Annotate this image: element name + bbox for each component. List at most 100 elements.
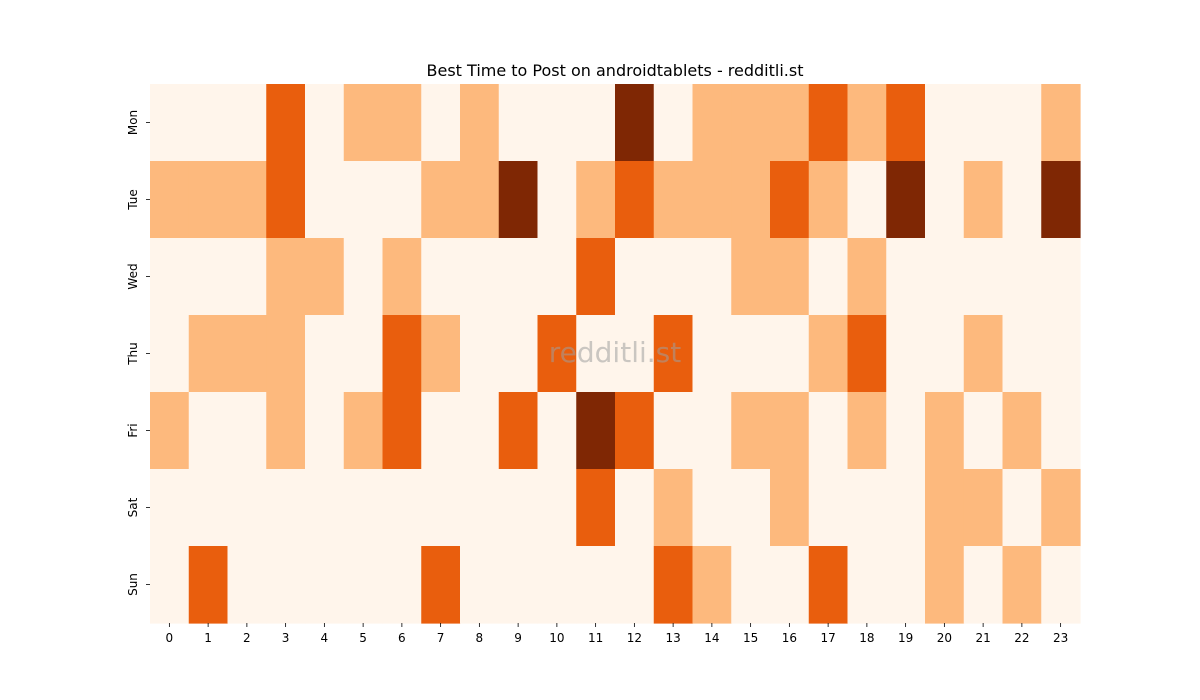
x-tick-label-4: 4: [321, 631, 329, 645]
x-tick-label-19: 19: [898, 631, 913, 645]
heatmap-cell-mon-6: [382, 84, 422, 162]
heatmap-cell-wed-18: [847, 238, 887, 316]
heatmap-cell-tue-20: [925, 161, 965, 239]
heatmap-cell-wed-1: [188, 238, 229, 316]
heatmap-cell-sat-19: [886, 469, 926, 547]
heatmap-cell-wed-4: [305, 238, 345, 316]
heatmap-cell-sat-21: [963, 469, 1004, 547]
heatmap-cell-thu-14: [692, 315, 732, 393]
heatmap-cell-tue-16: [770, 161, 810, 239]
heatmap-cell-tue-4: [305, 161, 345, 239]
heatmap-cell-sun-21: [963, 546, 1004, 624]
heatmap-cell-sat-13: [653, 469, 694, 547]
heatmap-cell-thu-3: [266, 315, 306, 393]
y-tick-label-fri: Fri: [126, 423, 140, 437]
heatmap-cell-fri-6: [382, 392, 422, 470]
heatmap-cell-fri-11: [576, 392, 616, 470]
heatmap-cell-sat-14: [692, 469, 732, 547]
heatmap-cell-sun-15: [731, 546, 771, 624]
heatmap-cell-tue-23: [1041, 161, 1081, 239]
heatmap-cell-sat-22: [1002, 469, 1042, 547]
heatmap-cell-fri-13: [653, 392, 694, 470]
heatmap-cell-wed-15: [731, 238, 771, 316]
heatmap-cell-mon-10: [537, 84, 577, 162]
heatmap-cell-sun-10: [537, 546, 577, 624]
heatmap-cell-mon-3: [266, 84, 306, 162]
heatmap-cell-thu-17: [808, 315, 849, 393]
heatmap-cell-sun-23: [1041, 546, 1081, 624]
heatmap-cell-sat-2: [227, 469, 267, 547]
heatmap-cell-sun-2: [227, 546, 267, 624]
x-tick-label-9: 9: [514, 631, 522, 645]
heatmap-cell-mon-12: [615, 84, 655, 162]
y-tick-label-sun: Sun: [126, 573, 140, 596]
y-tick-label-mon: Mon: [126, 110, 140, 135]
heatmap-cell-mon-13: [653, 84, 694, 162]
x-tick-label-1: 1: [204, 631, 212, 645]
heatmap-cell-wed-21: [963, 238, 1004, 316]
x-tick-label-13: 13: [665, 631, 680, 645]
heatmap-cell-tue-10: [537, 161, 577, 239]
heatmap-cell-wed-14: [692, 238, 732, 316]
x-tick-label-23: 23: [1053, 631, 1068, 645]
y-tick-label-tue: Tue: [126, 189, 140, 211]
heatmap-cell-thu-9: [498, 315, 539, 393]
heatmap-cell-wed-23: [1041, 238, 1081, 316]
x-tick-label-21: 21: [975, 631, 990, 645]
heatmap-cell-sat-17: [808, 469, 849, 547]
x-tick-label-10: 10: [549, 631, 564, 645]
heatmap-cell-fri-9: [498, 392, 539, 470]
heatmap-cell-fri-19: [886, 392, 926, 470]
heatmap-cell-fri-20: [925, 392, 965, 470]
heatmap-cell-sun-6: [382, 546, 422, 624]
heatmap-cell-wed-16: [770, 238, 810, 316]
heatmap-cell-sat-11: [576, 469, 616, 547]
chart-title: Best Time to Post on androidtablets - re…: [427, 61, 804, 80]
heatmap-cell-fri-7: [421, 392, 461, 470]
heatmap-cell-tue-22: [1002, 161, 1042, 239]
heatmap-cell-tue-15: [731, 161, 771, 239]
heatmap-cell-mon-14: [692, 84, 732, 162]
heatmap-cell-sat-3: [266, 469, 306, 547]
heatmap-cell-mon-5: [343, 84, 384, 162]
x-axis: 0 1 2 3 4 5 6 7 8 9 10 11 12 13 14 15 16 17 18 19 20 21 22 23: [166, 623, 1068, 645]
heatmap-cell-sun-18: [847, 546, 887, 624]
heatmap-cell-fri-15: [731, 392, 771, 470]
heatmap-cell-fri-12: [615, 392, 655, 470]
heatmap-cell-sun-14: [692, 546, 732, 624]
heatmap-cell-wed-9: [498, 238, 539, 316]
heatmap-cell-thu-22: [1002, 315, 1042, 393]
heatmap-cell-thu-5: [343, 315, 384, 393]
heatmap-cell-mon-7: [421, 84, 461, 162]
heatmap-cell-wed-11: [576, 238, 616, 316]
heatmap-cell-sun-16: [770, 546, 810, 624]
heatmap-cell-sat-18: [847, 469, 887, 547]
heatmap-cell-tue-18: [847, 161, 887, 239]
heatmap-cell-thu-13: [653, 315, 694, 393]
heatmap-cell-wed-22: [1002, 238, 1042, 316]
heatmap-cell-sun-1: [188, 546, 229, 624]
x-tick-label-17: 17: [820, 631, 835, 645]
heatmap-cell-thu-23: [1041, 315, 1081, 393]
heatmap-cell-tue-9: [498, 161, 539, 239]
heatmap-cell-fri-23: [1041, 392, 1081, 470]
x-tick-label-16: 16: [782, 631, 797, 645]
heatmap-cell-thu-21: [963, 315, 1004, 393]
heatmap-cell-sat-20: [925, 469, 965, 547]
x-tick-label-12: 12: [627, 631, 642, 645]
heatmap-cell-thu-19: [886, 315, 926, 393]
heatmap-cell-sat-1: [188, 469, 229, 547]
heatmap-cell-tue-14: [692, 161, 732, 239]
heatmap-cell-sun-4: [305, 546, 345, 624]
heatmap-cell-thu-11: [576, 315, 616, 393]
heatmap-cell-mon-4: [305, 84, 345, 162]
heatmap-cell-mon-2: [227, 84, 267, 162]
heatmap-cell-wed-19: [886, 238, 926, 316]
heatmap-cell-wed-7: [421, 238, 461, 316]
heatmap-cell-fri-14: [692, 392, 732, 470]
heatmap-cell-tue-11: [576, 161, 616, 239]
x-tick-label-0: 0: [166, 631, 174, 645]
heatmap-cells: [150, 84, 1081, 624]
heatmap-cell-wed-0: [150, 238, 190, 316]
